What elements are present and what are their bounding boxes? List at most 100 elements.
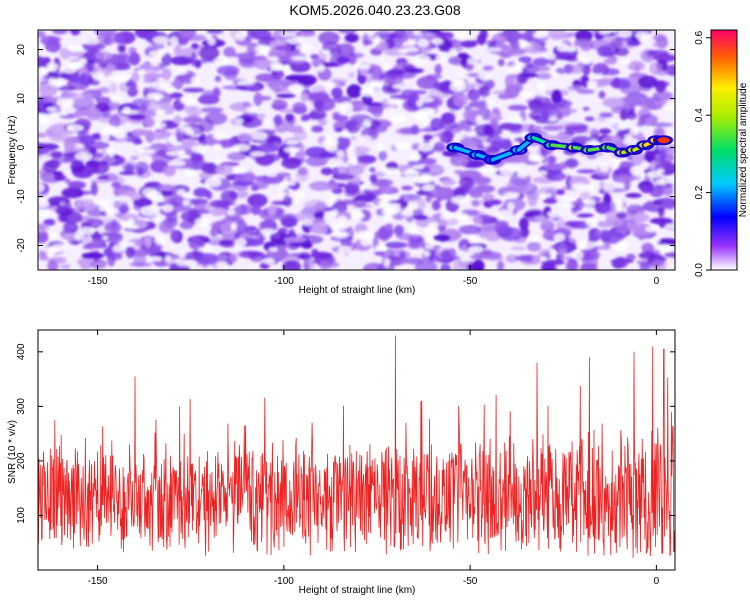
spectrogram-noise-blob [369,181,392,195]
spectrogram-gap-blob [412,175,429,184]
spectrogram-gap-blob [182,126,192,132]
spectrogram-noise-blob [555,217,566,232]
spectrogram-noise-blob [344,183,360,195]
spectrogram-gap-blob [629,166,642,175]
spectrogram-noise-blob [236,190,249,199]
snr-x-tick-label: 0 [654,576,660,587]
spectrogram-noise-blob [535,72,552,80]
spectrogram-noise-blob [86,59,95,73]
spectrogram-gap-blob [194,217,211,227]
spectrogram-gap-blob [38,199,50,209]
snr-panel: -150 -100 -50 0 100 200 300 400 Height of stra… [7,329,676,596]
spectrogram-gap-blob [602,181,614,192]
spectrogram-noise-blob [85,141,110,150]
spectrogram-noise-blob [625,193,642,198]
spectrogram-gap-blob [264,257,275,265]
spectrogram-noise-blob [460,40,478,48]
spectrogram-noise-blob [611,259,625,269]
spectrogram-noise-blob [393,30,406,39]
spectrogram-gap-blob [549,249,557,258]
spectrogram-gap-blob [234,31,246,41]
spectrogram-noise-blob [507,33,516,44]
spectrogram-noise-blob [632,151,645,165]
spectrogram-noise-blob [533,215,546,221]
spectrogram-noise-blob [440,264,451,270]
spectrogram-noise-blob [252,180,269,190]
spectrogram-noise-blob [325,183,340,191]
spectrogram-noise-blob [254,175,273,182]
spectrogram-noise-blob [551,89,563,104]
spectrogram-gap-blob [267,56,279,62]
spectrogram-gap-blob [205,177,222,187]
spectrogram-noise-blob [76,199,97,211]
spectrogram-gap-blob [56,98,74,108]
spectrogram-noise-blob [182,116,203,124]
spectrogram-noise-blob [41,147,50,154]
colorbar: 0.0 0.2 0.4 0.6 Normalized spectral amplitu… [694,29,749,277]
spectrogram-noise-blob [507,104,528,111]
spectrogram-noise-blob [496,260,505,270]
spectrogram-noise-blob [246,42,261,55]
spectrogram-y-ticks: -20 -10 0 10 20 [16,44,675,253]
spectrogram-gap-blob [285,139,300,145]
snr-y-tick-label: 100 [16,507,27,524]
spectrogram-noise-blob [79,84,88,90]
spectrogram-gap-blob [350,156,358,166]
spectrogram-noise-blob [182,87,205,93]
spectrogram-noise-blob [229,252,239,263]
spectrogram-noise-blob [378,150,388,161]
spectrogram-signal-trace [446,132,673,165]
spectrogram-noise-blob [276,93,296,99]
colorbar-tick-label: 0.4 [694,108,705,122]
spectrogram-gap-blob [397,48,409,54]
spectrogram-noise-blob [251,30,272,40]
spectrogram-gap-blob [451,195,468,205]
spectrogram-gap-blob [150,59,160,67]
spectrogram-noise-blob [532,57,550,66]
spectrogram-noise-blob [320,167,334,176]
spectrogram-gap-blob [234,118,244,125]
spectrogram-noise-blob [314,221,328,235]
spectrogram-noise-blob [38,30,46,38]
spectrogram-noise-blob [468,100,490,108]
spectrogram-noise-blob [485,147,500,154]
spectrogram-noise-blob [403,195,410,202]
spectrogram-noise-blob [52,171,64,176]
spectrogram-gap-blob [556,42,568,52]
spectrogram-gap-blob [108,147,115,158]
signal-trace-point [657,137,670,144]
spectrogram-gap-blob [280,31,297,37]
spectrogram-noise-blob [286,113,296,127]
spectrogram-noise-blob [526,62,534,69]
spectrogram-noise-blob [128,47,137,55]
spectrogram-gap-blob [408,201,419,211]
spectrogram-noise-blob [655,160,672,171]
spectrogram-noise-blob [518,56,532,64]
spectrogram-noise-blob [222,85,244,90]
spectrogram-noise-blob [354,200,367,206]
spectrogram-noise-blob [52,30,70,34]
spectrogram-noise-blob [649,62,663,76]
spectrogram-noise-blob [564,221,581,227]
spectrogram-noise-blob [215,164,234,176]
spectrogram-noise-blob [43,218,56,226]
spectrogram-noise-blob [131,135,141,144]
spectrogram-gap-blob [49,232,58,239]
spectrogram-gap-blob [644,226,658,233]
spectrogram-noise-blob [234,172,257,184]
spectrogram-gap-blob [497,209,514,219]
spectrogram-gap-blob [381,194,400,201]
snr-x-ticks: -150 -100 -50 0 [88,330,660,587]
spectrogram-noise-blob [495,40,504,51]
spectrogram-gap-blob [336,150,345,159]
spectrogram-gap-blob [112,244,127,252]
spectrogram-gap-blob [100,131,110,142]
spectrogram-gap-blob [327,157,344,166]
spectrogram-noise-blob [111,219,118,230]
spectrogram-gap-blob [165,254,172,264]
spectrogram-noise-blob [494,220,509,234]
spectrogram-gap-blob [456,72,463,77]
spectrogram-gap-blob [583,198,596,206]
spectrogram-noise-blob [649,259,667,270]
spectrogram-noise-blob [576,213,594,218]
